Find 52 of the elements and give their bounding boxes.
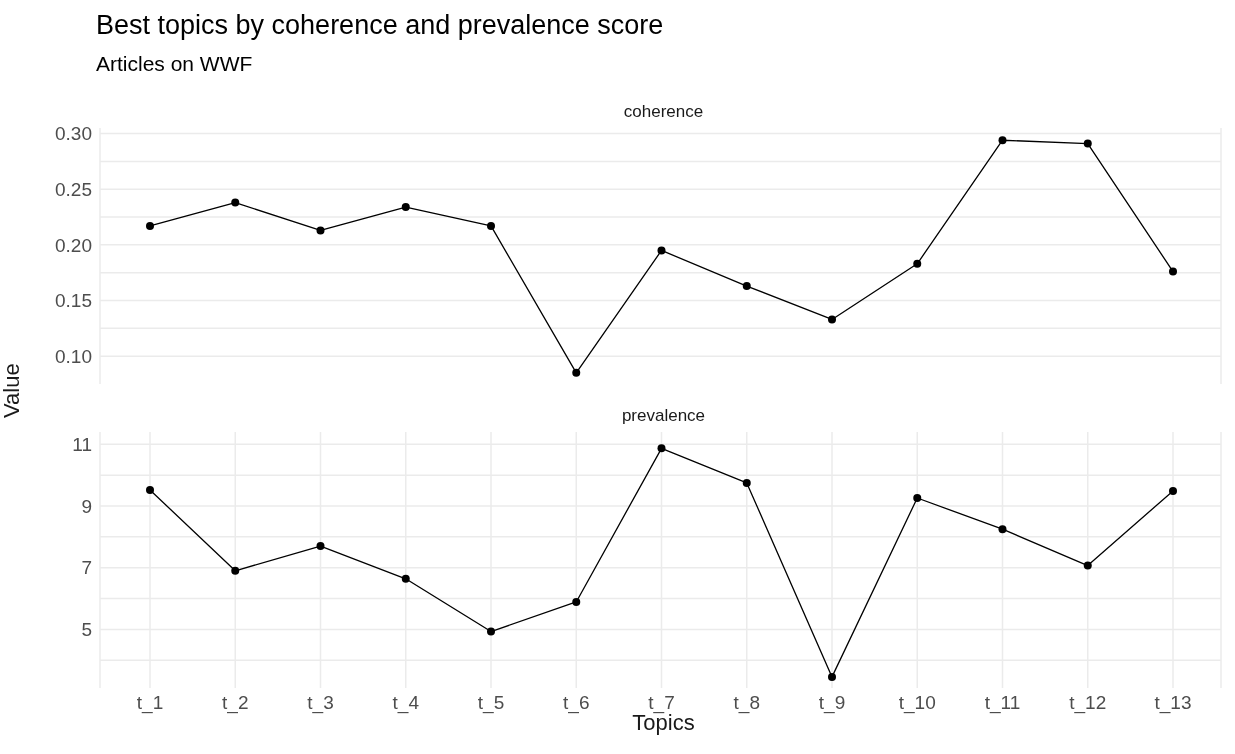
x-tick-label: t_3 [307,692,334,715]
y-tick-label: 0.25 [55,178,92,200]
point [146,485,154,494]
x-tick-label: t_9 [818,692,846,715]
x-tick-label: t_8 [733,692,760,715]
point [742,478,751,487]
point [998,136,1007,145]
point [828,315,836,324]
point [1169,267,1177,276]
y-tick-label: 0.15 [55,290,92,312]
point [231,566,240,575]
x-tick-label: t_11 [984,692,1021,715]
y-tick-label: 5 [81,619,92,641]
point [487,627,495,636]
point [913,259,922,268]
point [742,282,751,291]
point [572,597,581,606]
y-tick-label: 0.20 [55,234,92,256]
chart-title: Best topics by coherence and prevalence score [96,10,664,41]
point [828,672,836,681]
x-tick-label: t_1 [136,692,164,715]
y-tick-label: 0.10 [55,345,92,367]
x-tick-label: t_13 [1154,692,1192,715]
point [998,525,1007,534]
point [146,221,154,230]
x-tick-label: t_2 [222,692,249,715]
x-tick-label: t_5 [477,692,505,715]
point [1169,486,1177,495]
y-tick-label: 11 [72,434,92,456]
point [487,221,495,230]
point [401,203,410,212]
point [572,368,581,377]
point [316,226,325,235]
point [231,198,240,207]
x-tick-label: t_10 [898,692,936,715]
y-tick-label: 9 [81,495,92,517]
point [913,494,922,502]
x-tick-label: t_4 [392,692,420,715]
series-label: prevalence [620,406,707,426]
point [657,246,666,255]
point [657,444,666,453]
y-tick-label: 0.30 [55,123,92,145]
point [316,542,325,551]
point [1083,139,1092,148]
x-tick-label: t_6 [563,692,590,715]
x-tick-label: t_12 [1069,692,1107,715]
y-axis-title: Value [0,363,25,418]
point [1083,561,1092,570]
chart-subtitle: Articles on WWF [96,52,253,76]
y-tick-label: 7 [81,557,92,579]
text: coherence [622,102,705,122]
point [401,574,410,583]
